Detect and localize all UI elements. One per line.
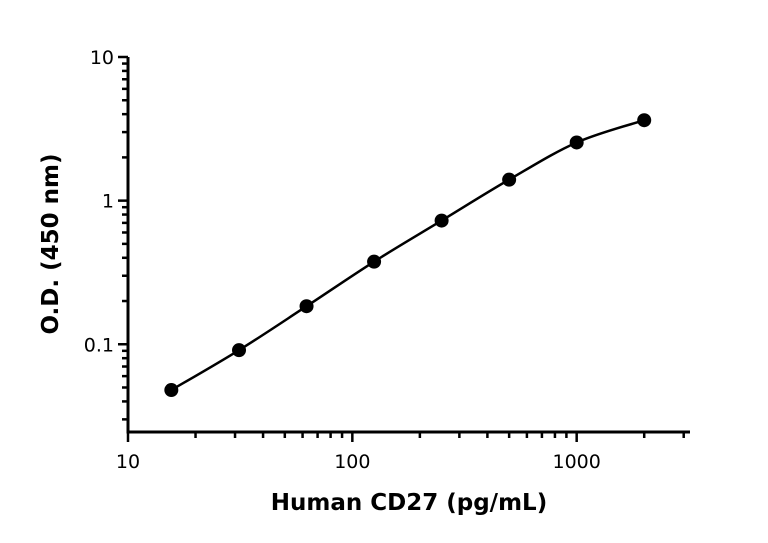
data-point	[164, 383, 179, 398]
x-tick-label: 10	[116, 451, 140, 473]
y-axis-label: O.D. (450 nm)	[38, 153, 64, 334]
y-tick-label: 10	[90, 47, 114, 69]
data-point	[367, 254, 382, 269]
x-tick-label: 100	[334, 451, 370, 473]
data-point	[637, 113, 652, 128]
data-point	[232, 343, 247, 358]
x-axis-label: Human CD27 (pg/mL)	[271, 490, 547, 516]
y-tick-label: 0.1	[84, 334, 114, 356]
data-point	[434, 213, 449, 228]
x-tick-label: 1000	[552, 451, 600, 473]
data-point	[569, 135, 584, 150]
data-point	[502, 172, 517, 187]
data-point	[299, 299, 314, 314]
y-tick-label: 1	[102, 191, 114, 213]
